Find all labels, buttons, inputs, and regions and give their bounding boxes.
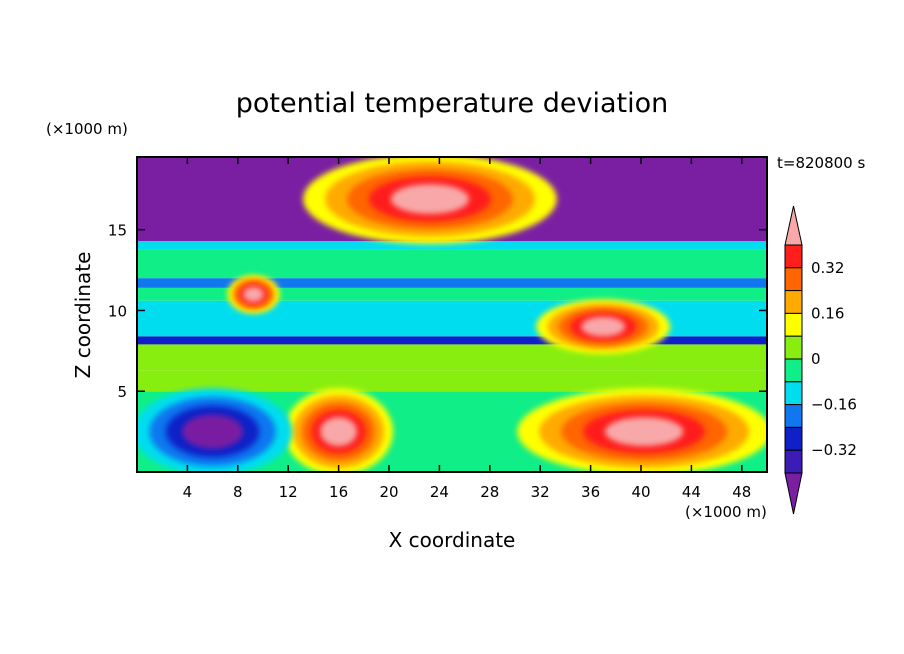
field-band xyxy=(137,336,767,345)
field-band xyxy=(137,300,767,337)
y-tick-label: 5 xyxy=(117,383,127,401)
warm-anomaly xyxy=(303,157,557,244)
x-tick-label: 20 xyxy=(379,483,398,501)
x-tick-label: 28 xyxy=(480,483,499,501)
x-tick-label: 32 xyxy=(531,483,550,501)
colorbar-top-arrow xyxy=(784,205,803,246)
colorbar-swatch xyxy=(784,335,803,360)
contour-level xyxy=(320,417,357,447)
chart-title: potential temperature deviation xyxy=(236,88,668,119)
warm-anomaly xyxy=(227,275,280,314)
contour-field xyxy=(137,157,767,472)
x-tick-label: 16 xyxy=(329,483,348,501)
colorbar-label: 0.32 xyxy=(811,259,844,277)
colorbar-label: −0.32 xyxy=(811,441,857,459)
y-tick-label: 10 xyxy=(108,302,127,320)
colorbar-swatch xyxy=(784,312,803,337)
x-tick-label: 44 xyxy=(682,483,701,501)
colorbar-swatch xyxy=(784,381,803,406)
warm-anomaly xyxy=(284,388,393,472)
y-axis: 5 10 15 xyxy=(108,222,767,401)
warm-anomaly xyxy=(536,299,671,354)
x-axis: 4 8 12 16 20 24 28 32 36 40 44 48 xyxy=(183,157,751,501)
x-axis-title: X coordinate xyxy=(389,528,516,552)
y-unit-label: (×1000 m) xyxy=(46,120,128,138)
colorbar-swatch xyxy=(784,267,803,292)
time-label: t=820800 s xyxy=(777,154,865,172)
field-band xyxy=(137,278,767,288)
field-band xyxy=(137,344,767,371)
contour-level xyxy=(390,184,470,214)
field-band xyxy=(137,287,767,301)
field-band xyxy=(137,370,767,392)
x-tick-label: 40 xyxy=(631,483,650,501)
colorbar-swatch xyxy=(784,358,803,383)
contour-level xyxy=(581,316,626,337)
colorbar-label: −0.16 xyxy=(811,396,857,414)
x-unit-label: (×1000 m) xyxy=(685,503,767,521)
x-tick-label: 4 xyxy=(183,483,193,501)
colorbar: 0.32 0.16 0 −0.16 −0.32 xyxy=(784,205,857,515)
y-tick-label: 15 xyxy=(108,222,127,240)
x-tick-label: 24 xyxy=(430,483,449,501)
contour-level xyxy=(243,286,264,302)
contour-level xyxy=(182,414,243,449)
x-tick-label: 8 xyxy=(233,483,243,501)
colorbar-swatch xyxy=(784,404,803,428)
plot-frame xyxy=(136,156,768,473)
field-band xyxy=(137,241,767,250)
colorbar-label: 0 xyxy=(811,350,821,368)
colorbar-swatch xyxy=(784,449,803,474)
x-tick-label: 48 xyxy=(732,483,751,501)
colorbar-swatch xyxy=(784,244,803,269)
colorbar-swatch xyxy=(784,426,803,451)
x-tick-label: 12 xyxy=(279,483,298,501)
x-tick-label: 36 xyxy=(581,483,600,501)
field-band xyxy=(137,249,767,279)
colorbar-swatch xyxy=(784,290,803,314)
y-axis-title: Z coordinate xyxy=(71,252,95,379)
colorbar-bottom-arrow xyxy=(784,472,803,515)
warm-anomaly xyxy=(517,388,767,472)
colorbar-label: 0.16 xyxy=(811,304,844,322)
cold-anomaly xyxy=(137,388,293,472)
contour-level xyxy=(605,417,684,447)
